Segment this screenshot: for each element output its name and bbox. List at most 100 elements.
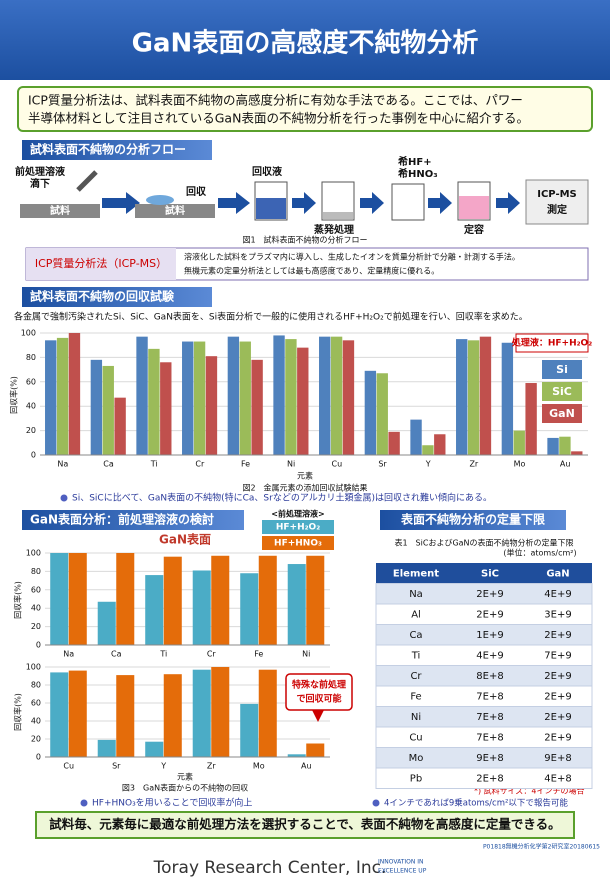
bar [287, 754, 306, 757]
intro-line: 半導体材料として注目されているGaN表面の不純物分析を行った事例を中心に紹介する… [28, 111, 529, 126]
bar [513, 430, 525, 455]
table-header-cell: GaN [546, 568, 569, 579]
bar [306, 743, 325, 757]
bar [330, 336, 343, 455]
y-tick-label: 80 [26, 353, 36, 362]
x-tick-label: Ni [287, 460, 295, 469]
x-tick-label: Zr [207, 762, 216, 771]
x-tick-label: Au [301, 762, 312, 771]
annotation-box [515, 333, 589, 353]
table-cell: 9E+8 [476, 753, 503, 764]
table-header-cell: SiC [481, 568, 499, 579]
table-row [375, 767, 593, 789]
icp-label: ICP質量分析法（ICP-MS） [35, 256, 167, 270]
y-tick-label: 60 [31, 699, 41, 708]
table-cell: 7E+8 [476, 691, 503, 702]
bar [258, 669, 277, 757]
bar [148, 348, 160, 455]
arrow [292, 192, 316, 214]
flow-label: 回収 [186, 186, 207, 198]
section-title: 表面不純物分析の定量下限 [400, 512, 545, 527]
bar [145, 575, 164, 645]
table-cell: 2E+9 [544, 691, 571, 702]
bar [163, 674, 182, 757]
y-tick-label: 0 [31, 451, 36, 460]
title-bar [0, 0, 610, 80]
bar [547, 437, 559, 455]
table-cell: 4E+9 [476, 650, 503, 661]
residue [323, 212, 353, 219]
table-cell: Al [411, 609, 421, 620]
table-cell: 4E+8 [544, 773, 571, 784]
wafer [20, 204, 100, 218]
x-axis-label: 元素 [177, 772, 193, 782]
x-tick-label: Cr [195, 460, 205, 469]
y-tick-label: 80 [31, 681, 41, 690]
table-cell: Pb [410, 773, 422, 784]
table-cell: 8E+8 [476, 671, 503, 682]
bar [205, 356, 218, 455]
table-cell: 2E+9 [476, 589, 503, 600]
x-axis-label: 元素 [297, 471, 313, 481]
y-tick-label: 60 [26, 377, 36, 386]
intro-line: ICP質量分析法は、試料表面不純物の高感度分析に有効な手法である。ここでは、パワ… [28, 93, 523, 108]
pipette [76, 170, 98, 192]
bar [287, 564, 306, 645]
arrow [428, 192, 452, 214]
bullet [60, 494, 68, 502]
bar [136, 336, 148, 455]
y-tick-label: 60 [31, 585, 41, 594]
legend-swatch [542, 360, 582, 379]
x-tick-label: Mo [253, 762, 265, 771]
table-cell: Na [409, 589, 423, 600]
table-cell: 2E+9 [544, 671, 571, 682]
bar [525, 383, 537, 455]
arrow [102, 192, 140, 214]
plot-area [40, 333, 588, 455]
flow-label: ICP-MS [537, 189, 577, 200]
bar [45, 340, 57, 455]
annotation: で回収可能 [296, 693, 341, 705]
table-header [376, 563, 592, 584]
x-tick-label: Na [63, 650, 74, 659]
table-cell: 7E+9 [544, 650, 571, 661]
table-header-cell: Element [393, 568, 439, 579]
bar [114, 397, 126, 455]
legend-swatch [262, 520, 334, 534]
plot-area [45, 667, 330, 757]
bar [56, 337, 69, 455]
footer-code: P01818無機分析化学第2研究室20180615 [483, 843, 600, 851]
table-cell: 7E+8 [476, 712, 503, 723]
bar [559, 436, 571, 455]
legend-title: <前処理溶液> [271, 509, 324, 519]
legend-label: SiC [552, 385, 572, 398]
legend-label: Si [556, 363, 568, 376]
bar [456, 339, 468, 455]
x-tick-label: Ti [150, 460, 158, 469]
y-tick-label: 20 [26, 426, 36, 435]
annotation: 特殊な前処理 [292, 679, 346, 691]
bar [227, 336, 240, 455]
liquid [256, 198, 286, 219]
bar [163, 556, 182, 645]
bar [501, 342, 514, 455]
y-tick-label: 0 [36, 641, 41, 650]
table-cell: 2E+9 [544, 712, 571, 723]
bar [97, 739, 116, 757]
bar [68, 333, 81, 455]
section-title: 試料表面不純物の回収試験 [30, 289, 175, 304]
section-heading [22, 287, 212, 307]
icp-box [525, 179, 589, 225]
section-heading [22, 140, 212, 160]
table-cell: 7E+8 [476, 732, 503, 743]
flow-label: 回収液 [252, 165, 282, 178]
x-tick-label: Ca [111, 650, 122, 659]
flow-label: 測定 [547, 203, 567, 216]
x-tick-label: Mo [514, 460, 526, 469]
flow-label: 希HNO₃ [397, 167, 438, 180]
bar [388, 431, 400, 455]
table-cell: Cr [410, 671, 422, 682]
table-cell: 2E+9 [544, 732, 571, 743]
table-cell: Ti [411, 650, 421, 661]
bar [273, 335, 285, 455]
